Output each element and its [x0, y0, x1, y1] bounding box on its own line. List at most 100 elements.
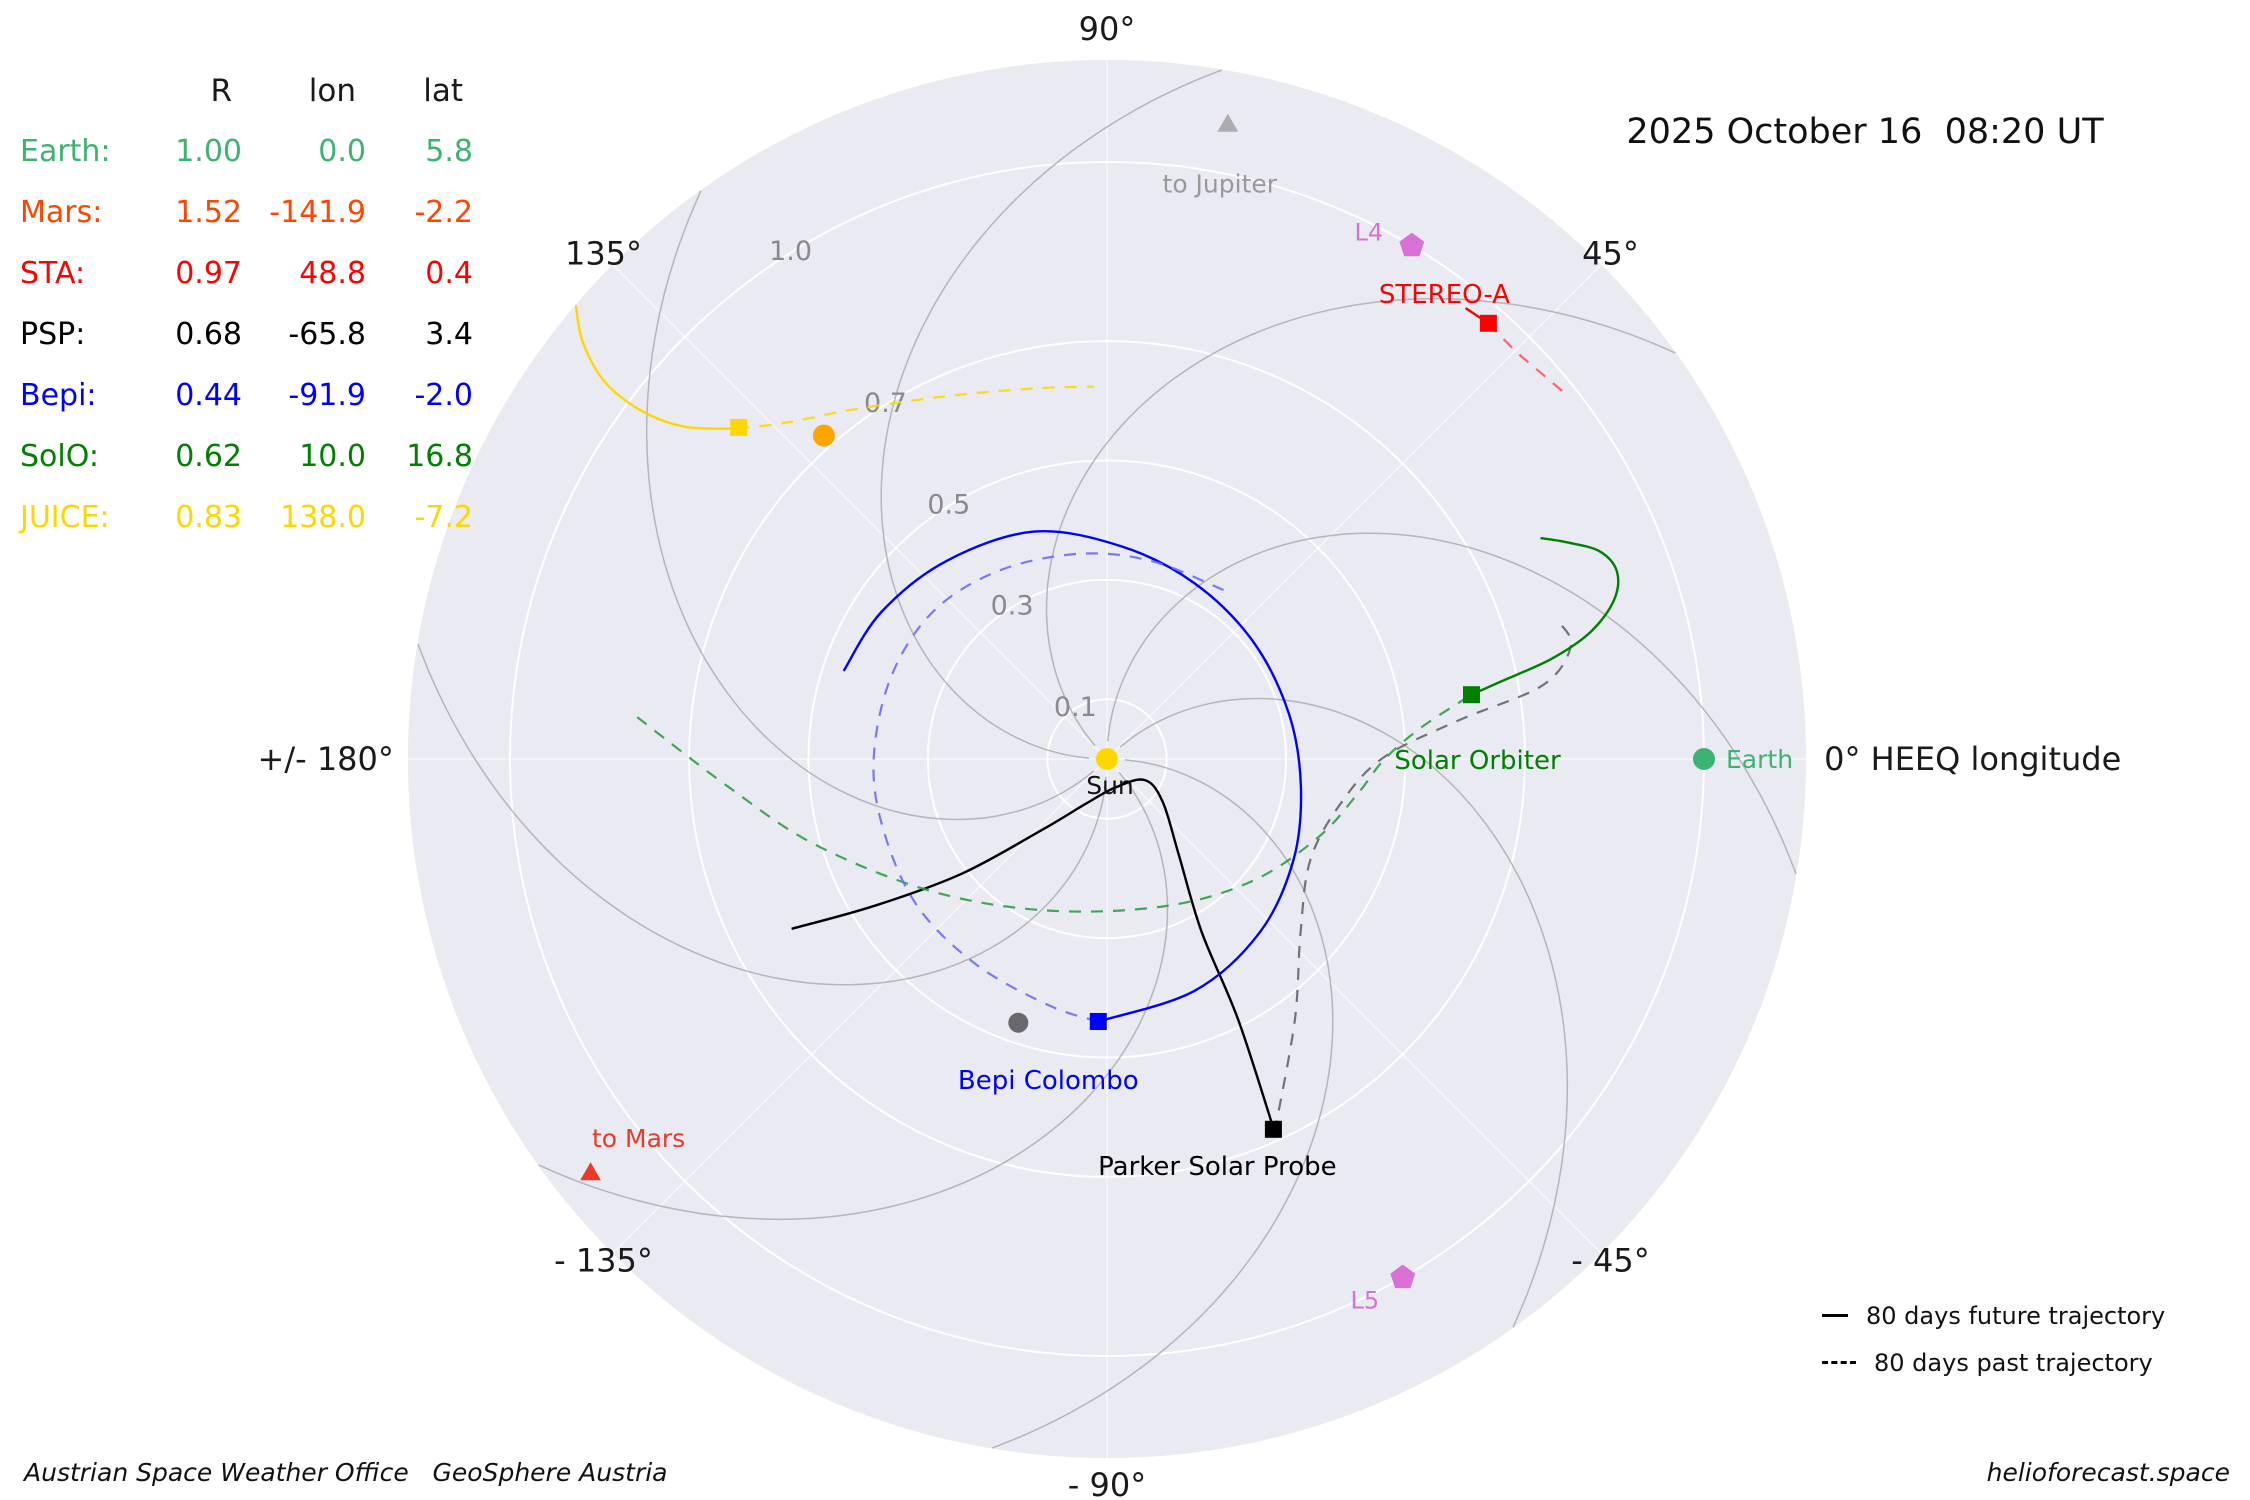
- table-row-bepi: Bepi: 0.44 -91.9 -2.0: [20, 365, 473, 426]
- label-bepi-colombo: Bepi Colombo: [958, 1066, 1139, 1096]
- marker-stereo-a: [1479, 314, 1497, 332]
- trajectory-juice-past: [737, 385, 1095, 430]
- body-R: 1.52: [175, 195, 242, 230]
- body-name: JUICE:: [20, 500, 110, 535]
- trajectory-solo-future: [1471, 536, 1620, 696]
- body-lat: 5.8: [425, 134, 473, 169]
- grid-ring-0.7: [688, 340, 1526, 1178]
- parker-spiral: [538, 771, 1169, 1221]
- trajectory-juice-future: [574, 305, 738, 430]
- body-lon: -141.9: [269, 195, 366, 230]
- body-lat: -7.2: [414, 500, 473, 535]
- body-lat: -2.0: [414, 378, 473, 413]
- r-tick-label-0.1: 0.1: [1054, 692, 1097, 723]
- body-lat: 16.8: [406, 439, 473, 474]
- body-name: Bepi:: [20, 378, 97, 413]
- angle-label--90: - 90°: [1068, 1466, 1146, 1500]
- label-sun: Sun: [1086, 771, 1134, 800]
- label-parker-solar-probe: Parker Solar Probe: [1098, 1152, 1336, 1182]
- body-R: 0.68: [175, 317, 242, 352]
- marker-jupiter-direction: [1217, 113, 1239, 132]
- body-name: Earth:: [20, 134, 111, 169]
- table-row-psp: PSP: 0.68 -65.8 3.4: [20, 304, 473, 365]
- body-lon: -91.9: [288, 378, 366, 413]
- angle-label-0: 0° HEEQ longitude: [1824, 740, 2121, 778]
- body-name: Mars:: [20, 195, 103, 230]
- trajectory-psp-future: [791, 778, 1276, 1133]
- body-lon: 48.8: [299, 256, 366, 291]
- marker-parker-solar-probe: [1264, 1120, 1282, 1138]
- dashed-line-icon: [1822, 1361, 1856, 1364]
- trajectory-psp-past: [1273, 620, 1573, 1133]
- table-header-lat: lat: [423, 72, 463, 109]
- body-name: STA:: [20, 256, 86, 291]
- table-row-earth: Earth: 1.00 0.0 5.8: [20, 121, 473, 182]
- label-solar-orbiter: Solar Orbiter: [1394, 746, 1561, 776]
- label-l4: L4: [1354, 219, 1383, 247]
- table-row-juice: JUICE: 0.83 138.0 -7.2: [20, 487, 473, 548]
- angle-label-45: 45°: [1582, 235, 1639, 273]
- legend-label-past: 80 days past trajectory: [1874, 1348, 2153, 1377]
- marker-bepi-colombo: [1089, 1013, 1107, 1030]
- angle-label-90: 90°: [1079, 10, 1136, 48]
- parker-spiral: [992, 759, 1334, 1449]
- label-jupiter-direction: to Jupiter: [1163, 170, 1278, 199]
- solid-line-icon: [1822, 1314, 1848, 1317]
- marker-l4: [1399, 232, 1425, 257]
- table-row-sta: STA: 0.97 48.8 0.4: [20, 243, 473, 304]
- parker-spiral: [880, 69, 1222, 759]
- body-lat: -2.2: [414, 195, 473, 230]
- angle-label-180: +/- 180°: [258, 740, 394, 778]
- marker-solar-orbiter: [1463, 686, 1480, 704]
- grid-spoke-225: [612, 758, 1108, 1254]
- body-R: 1.00: [175, 134, 242, 169]
- table-row-solo: SolO: 0.62 10.0 16.8: [20, 426, 473, 487]
- grid-spoke-315: [1106, 758, 1602, 1254]
- marker-l5: [1390, 1264, 1416, 1289]
- angle-label--45: - 45°: [1571, 1242, 1649, 1280]
- table-row-mars: Mars: 1.52 -141.9 -2.2: [20, 182, 473, 243]
- grid-ring-0.1: [1046, 698, 1168, 820]
- grid-spoke-135: [612, 264, 1108, 760]
- body-R: 0.97: [175, 256, 242, 291]
- grid-spoke-45: [1106, 264, 1602, 760]
- body-lon: 138.0: [280, 500, 366, 535]
- grid-ring-0.3: [926, 578, 1288, 940]
- angle-label-135: 135°: [565, 235, 642, 273]
- angle-label--135: - 135°: [554, 1242, 653, 1280]
- body-R: 0.83: [175, 500, 242, 535]
- body-lat: 0.4: [425, 256, 473, 291]
- label-l5: L5: [1350, 1287, 1379, 1315]
- r-tick-label-0.3: 0.3: [991, 591, 1034, 622]
- body-lon: -65.8: [288, 317, 366, 352]
- table-header-R: R: [210, 72, 232, 109]
- legend-row-past: 80 days past trajectory: [1822, 1339, 2165, 1386]
- credit-left: Austrian Space Weather Office GeoSphere …: [24, 1458, 668, 1487]
- marker-venus: [812, 424, 835, 447]
- body-lat: 3.4: [425, 317, 473, 352]
- marker-earth: [1693, 748, 1715, 770]
- marker-sun: [1096, 748, 1118, 770]
- table-header-lon: lon: [308, 72, 356, 109]
- body-R: 0.44: [175, 378, 242, 413]
- legend-row-future: 80 days future trajectory: [1822, 1292, 2165, 1339]
- body-R: 0.62: [175, 439, 242, 474]
- label-stereo-a: STEREO-A: [1379, 280, 1510, 310]
- parker-spiral: [1119, 697, 1569, 1328]
- r-tick-label-0.5: 0.5: [927, 489, 970, 520]
- grid-ring-0.5: [807, 459, 1407, 1059]
- r-tick-label-1: 1.0: [769, 236, 812, 267]
- legend-label-future: 80 days future trajectory: [1866, 1301, 2166, 1330]
- marker-juice: [730, 418, 748, 436]
- body-name: PSP:: [20, 317, 86, 352]
- trajectory-bepi-future: [842, 529, 1303, 1023]
- plot-title: 2025 October 16 08:20 UT: [1626, 112, 2104, 152]
- label-mars-direction: to Mars: [592, 1124, 685, 1153]
- parker-spiral: [417, 644, 1107, 986]
- label-earth: Earth: [1726, 745, 1793, 774]
- parker-spiral: [645, 190, 1095, 821]
